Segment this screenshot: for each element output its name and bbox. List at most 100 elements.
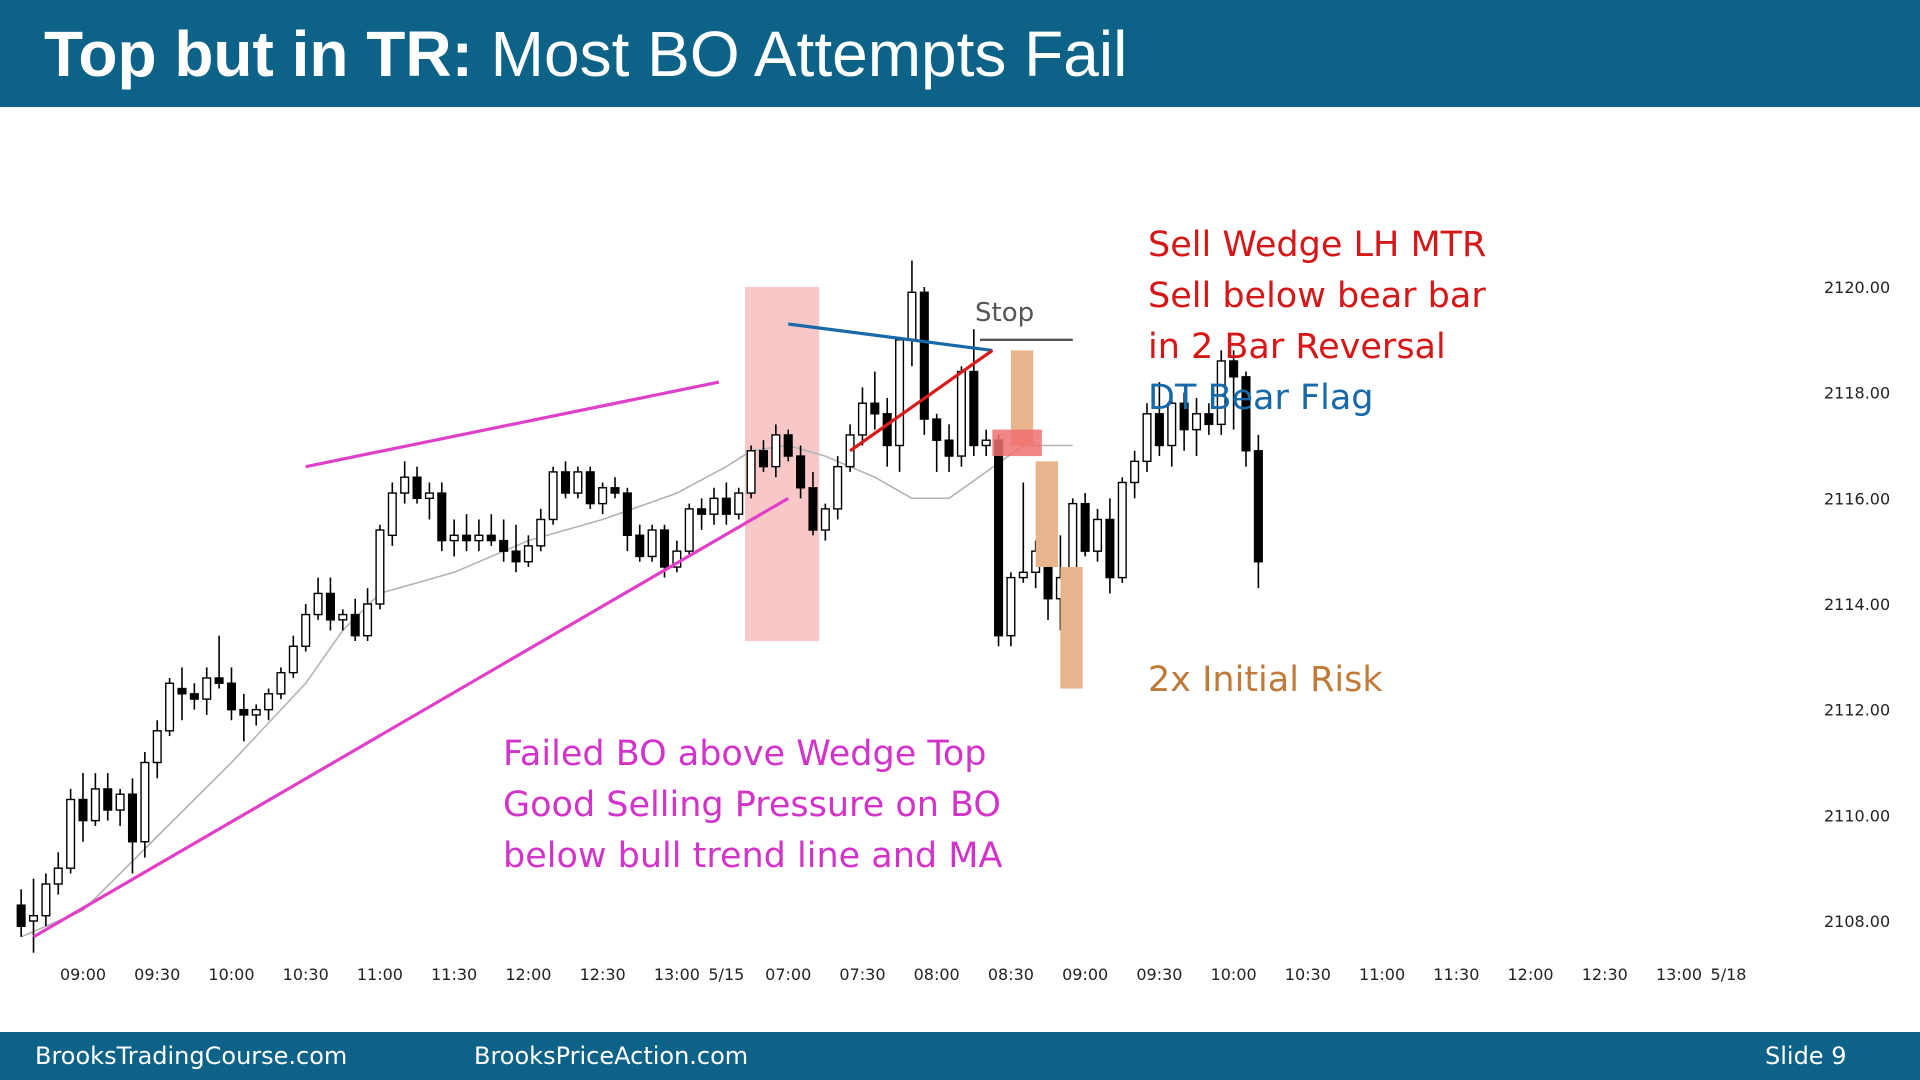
bar-body [1018,571,1028,579]
candlestick-bar [1018,482,1028,583]
bar-body [820,508,830,531]
bull-trend-line [32,496,790,939]
candlestick-bar [820,503,830,541]
bar-body [573,471,583,494]
failed-breakout-line: below bull trend line and MA [503,836,1003,876]
candlestick-bar [437,482,447,552]
bar-body [523,545,533,563]
sell-annotation-line: in 2 Bar Reversal [1148,327,1446,367]
candlestick-bar [28,878,39,953]
bar-body [622,492,632,537]
bar-body [1092,518,1103,552]
y-tick-label: 2118.00 [1824,384,1890,403]
candlestick-bar [771,424,781,478]
y-tick-label: 2116.00 [1824,489,1890,508]
bar-body [1191,413,1202,431]
dt-bear-flag-annotation: DT Bear Flag [1148,378,1374,418]
bar-body [53,867,63,885]
bar-body [437,492,447,542]
trend-lines [32,322,994,939]
bar-body [325,592,335,621]
candlestick-bar [845,424,855,472]
bar-body [994,439,1004,637]
candlestick-bar [1167,397,1177,467]
bar-body [833,465,843,510]
candlestick-bar [907,260,917,367]
candlestick-bar [1080,493,1090,557]
candlestick-bar [746,445,756,499]
bar-body [857,402,867,436]
bar-body [140,761,150,843]
candlestick-bar [474,519,484,552]
footer-bar: BrooksTradingCourse.com BrooksPriceActio… [0,1032,1920,1080]
candlestick-bar [115,788,125,826]
bar-body [907,291,917,341]
bar-body [363,603,373,637]
bar-body [1068,502,1078,579]
bull-leg-line [849,349,994,453]
bar-body [1117,481,1127,579]
candlestick-bar [350,598,360,641]
x-tick-label: 11:30 [1433,965,1479,984]
bar-body [734,492,744,515]
candlestick-bar [1117,477,1127,583]
candlestick-bar [53,852,63,895]
bar-body [449,534,459,542]
candlestick-bar [90,773,100,826]
bar-body [499,539,509,552]
bar-body [647,529,657,558]
y-tick-label: 2112.00 [1824,701,1890,720]
bar-body [127,793,138,843]
candlestick-bar [994,434,1004,647]
sell-annotation: Sell Wedge LH MTR Sell below bear bar in… [1148,220,1486,424]
candlestick-bar [585,466,595,509]
candlestick-bar [16,889,26,937]
candlestick-bar [697,498,707,531]
candlestick-bar [511,524,521,573]
x-tick-label: 09:00 [1062,965,1108,984]
candlestick-bar [338,609,348,631]
y-tick-label: 2114.00 [1824,595,1890,614]
y-tick-label: 2110.00 [1824,806,1890,825]
candlestick-bar [276,667,286,700]
candlestick-bar [944,424,954,472]
bar-body [709,497,719,515]
lower-high-line [788,322,993,352]
failed-breakout-annotation: Failed BO above Wedge Top Good Selling P… [503,729,1002,882]
candlestick-bar [1253,434,1263,589]
candlestick-bar [1204,403,1214,435]
candlestick-bar [325,577,335,631]
bar-body [796,455,806,489]
sell-annotation-line: Sell Wedge LH MTR [1148,225,1487,265]
x-tick-label: 13:00 [1656,965,1702,984]
y-axis: 2120.00 2118.00 2116.00 2114.00 2112.00 2110.… [1824,278,1890,931]
candlestick-bar [41,873,51,927]
candlestick-bar [400,461,410,504]
candlestick-bar [499,519,509,562]
candlestick-bar [189,683,199,710]
bar-body [1167,402,1177,447]
bar-body [932,418,942,441]
bar-body [610,487,620,494]
x-tick-label: 11:00 [357,965,403,984]
candlestick-bar [375,524,385,610]
x-tick-label: 07:00 [765,965,811,984]
bar-body [103,788,113,811]
stop-label: Stop [975,298,1035,328]
bar-body [152,730,162,764]
bar-body [486,534,496,542]
x-tick-label: 07:30 [839,965,885,984]
bar-body [90,788,100,822]
candlestick-bar [895,339,905,472]
x-tick-label: 5/15 [708,965,744,984]
x-tick-label: 10:30 [1285,965,1331,984]
bar-body [424,492,434,500]
slide-title-rest: Most BO Attempts Fail [472,18,1128,90]
candlestick-bar [226,667,237,721]
bar-body [214,677,224,684]
bar-body [202,677,212,700]
bar-body [771,434,781,468]
bar-body [944,439,954,457]
footer-site-left: BrooksTradingCourse.com [35,1042,348,1070]
bar-body [598,487,608,505]
